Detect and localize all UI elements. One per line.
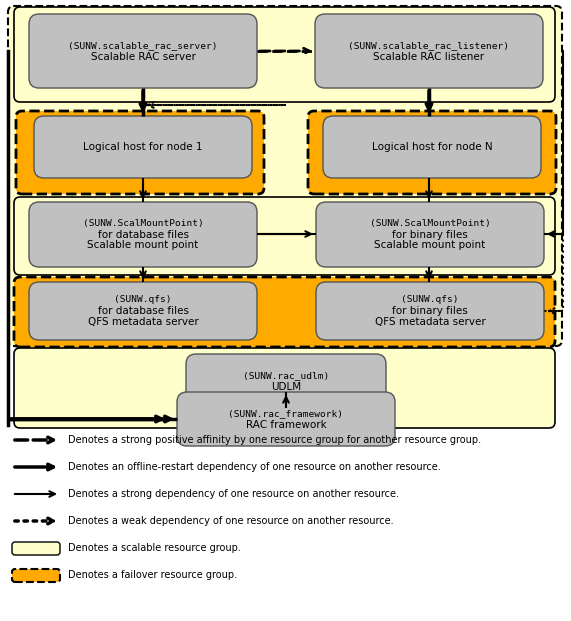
Text: Scalable mount point: Scalable mount point [375, 240, 485, 250]
Text: (SUNW.rac_framework): (SUNW.rac_framework) [228, 409, 344, 418]
FancyBboxPatch shape [34, 116, 252, 178]
Text: (SUNW.rac_udlm): (SUNW.rac_udlm) [243, 371, 329, 380]
Text: RAC framework: RAC framework [246, 420, 327, 430]
FancyBboxPatch shape [29, 282, 257, 340]
Text: QFS metadata server: QFS metadata server [375, 317, 485, 327]
FancyBboxPatch shape [29, 14, 257, 88]
Text: (SUNW.ScalMountPoint): (SUNW.ScalMountPoint) [369, 219, 490, 228]
FancyBboxPatch shape [14, 197, 555, 275]
FancyBboxPatch shape [16, 111, 264, 194]
FancyBboxPatch shape [177, 392, 395, 446]
Text: Scalable RAC listener: Scalable RAC listener [373, 52, 485, 61]
FancyBboxPatch shape [323, 116, 541, 178]
FancyBboxPatch shape [14, 348, 555, 428]
FancyBboxPatch shape [186, 354, 386, 408]
Text: Denotes a scalable resource group.: Denotes a scalable resource group. [68, 543, 241, 553]
Text: Denotes a weak dependency of one resource on another resource.: Denotes a weak dependency of one resourc… [68, 516, 393, 526]
Text: Denotes a failover resource group.: Denotes a failover resource group. [68, 570, 237, 580]
FancyBboxPatch shape [316, 282, 544, 340]
Text: Denotes a strong dependency of one resource on another resource.: Denotes a strong dependency of one resou… [68, 489, 399, 499]
Text: Scalable RAC server: Scalable RAC server [91, 52, 195, 61]
Text: QFS metadata server: QFS metadata server [87, 317, 198, 327]
Text: (SUNW.qfs): (SUNW.qfs) [401, 296, 459, 304]
FancyBboxPatch shape [308, 111, 556, 194]
Text: for database files: for database files [98, 230, 188, 240]
Text: Denotes an offline-restart dependency of one resource on another resource.: Denotes an offline-restart dependency of… [68, 462, 441, 472]
FancyBboxPatch shape [12, 542, 60, 555]
Text: (SUNW.scalable_rac_server): (SUNW.scalable_rac_server) [69, 41, 218, 50]
Text: (SUNW.qfs): (SUNW.qfs) [114, 296, 172, 304]
Text: (SUNW.scalable_rac_listener): (SUNW.scalable_rac_listener) [348, 41, 509, 50]
FancyBboxPatch shape [315, 14, 543, 88]
FancyBboxPatch shape [14, 277, 555, 347]
Text: for binary files: for binary files [392, 230, 468, 240]
FancyBboxPatch shape [8, 6, 562, 346]
Text: Logical host for node 1: Logical host for node 1 [83, 142, 203, 152]
FancyBboxPatch shape [29, 202, 257, 267]
Text: Denotes a strong positive affinity by one resource group for another resource gr: Denotes a strong positive affinity by on… [68, 435, 481, 445]
Text: Logical host for node N: Logical host for node N [372, 142, 492, 152]
FancyBboxPatch shape [14, 7, 555, 102]
Text: for database files: for database files [98, 306, 188, 316]
Text: UDLM: UDLM [271, 381, 301, 391]
Text: for binary files: for binary files [392, 306, 468, 316]
FancyBboxPatch shape [316, 202, 544, 267]
Text: (SUNW.ScalMountPoint): (SUNW.ScalMountPoint) [83, 219, 203, 228]
Text: Scalable mount point: Scalable mount point [87, 240, 199, 250]
FancyBboxPatch shape [12, 569, 60, 582]
